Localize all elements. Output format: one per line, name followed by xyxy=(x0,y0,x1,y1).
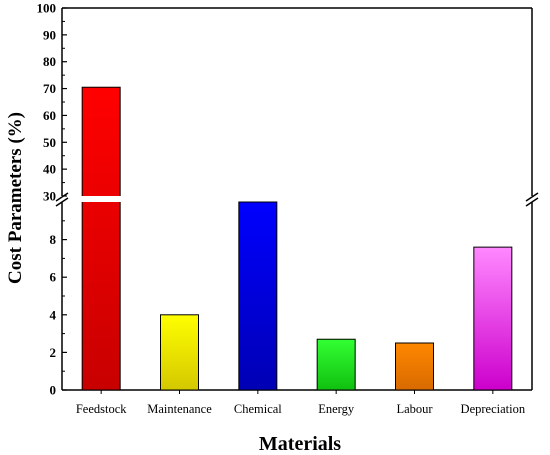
y-tick-label: 50 xyxy=(43,135,56,150)
y-tick-label: 0 xyxy=(50,383,57,398)
axis-break-mark xyxy=(525,192,539,202)
bar-labour xyxy=(395,342,434,391)
x-tick-label: Feedstock xyxy=(76,402,127,416)
axis-break-mark xyxy=(55,192,69,202)
axis-break-mark xyxy=(525,197,539,207)
bars xyxy=(81,86,513,391)
y-ticks: 0 2 4 6 8 30 40 50 60 70 80 90 100 xyxy=(37,1,67,398)
x-tick-labels: Feedstock Maintenance Chemical Energy Labour… xyxy=(76,402,526,416)
y-tick-label: 40 xyxy=(43,162,56,177)
y-tick-label: 30 xyxy=(43,189,56,204)
axes xyxy=(55,7,539,394)
bar-depreciation xyxy=(473,246,513,391)
y-tick-label: 100 xyxy=(37,1,57,16)
bar-chemical xyxy=(238,201,278,391)
bar-feedstock xyxy=(81,86,121,391)
bar-break-gap xyxy=(81,196,122,202)
y-tick-label: 90 xyxy=(43,27,56,42)
x-tick-label: Depreciation xyxy=(461,402,526,416)
y-axis-title: Cost Parameters (%) xyxy=(5,112,26,284)
y-tick-label: 80 xyxy=(43,54,56,69)
y-tick-label: 4 xyxy=(50,307,57,322)
y-tick-label: 8 xyxy=(50,232,57,247)
y-tick-label: 70 xyxy=(43,81,56,96)
x-tick-label: Maintenance xyxy=(147,402,212,416)
x-tick-label: Chemical xyxy=(234,402,282,416)
y-tick-label: 60 xyxy=(43,108,56,123)
x-tick-label: Energy xyxy=(318,402,355,416)
bar-maintenance xyxy=(160,314,199,391)
x-axis-title: Materials xyxy=(259,433,341,455)
x-tick-label: Labour xyxy=(396,402,433,416)
y-tick-label: 6 xyxy=(50,270,57,285)
axis-break-mark xyxy=(55,197,69,207)
y-tick-label: 2 xyxy=(50,345,57,360)
bar-energy xyxy=(316,338,356,391)
